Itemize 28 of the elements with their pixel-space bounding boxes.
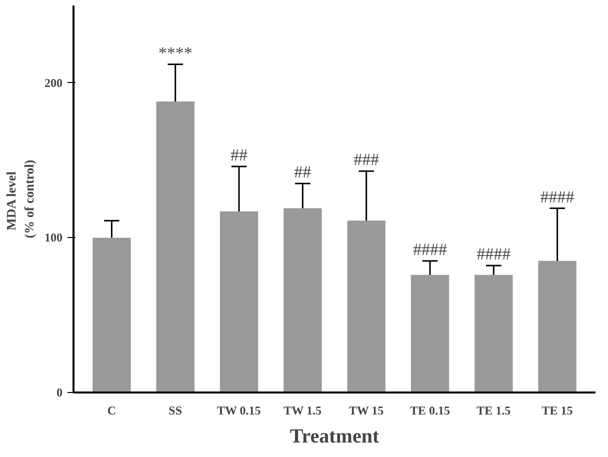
x-tick-label: TW 15 xyxy=(348,404,384,418)
annotation: **** xyxy=(158,43,192,62)
y-tick-label: 200 xyxy=(44,76,62,90)
bar xyxy=(284,208,322,392)
x-tick-label: TE 1.5 xyxy=(476,404,511,418)
annotation: ### xyxy=(354,150,380,170)
bar xyxy=(538,260,576,392)
bar xyxy=(220,211,258,392)
bar xyxy=(474,274,513,392)
bar xyxy=(410,274,450,392)
y-tick-label: 100 xyxy=(44,230,62,245)
annotation: ## xyxy=(294,162,312,182)
bar xyxy=(347,220,386,392)
annotation: #### xyxy=(540,187,575,206)
x-axis-title: Treatment xyxy=(290,426,380,448)
x-tick-label: TE 15 xyxy=(542,404,573,418)
bar xyxy=(92,238,131,392)
y-tick-label: 0 xyxy=(56,386,62,400)
bar xyxy=(156,101,194,392)
annotation: ## xyxy=(230,145,248,164)
x-tick-label: C xyxy=(107,404,116,418)
x-tick-label: SS xyxy=(168,404,182,418)
annotation: #### xyxy=(412,240,448,259)
y-axis-title: MDA level (% of control) xyxy=(4,160,36,238)
x-tick-label: TW 0.15 xyxy=(217,404,261,418)
x-tick-label: TW 1.5 xyxy=(284,404,322,418)
x-tick-label: TE 0.15 xyxy=(410,404,450,418)
annotation: #### xyxy=(476,244,512,264)
